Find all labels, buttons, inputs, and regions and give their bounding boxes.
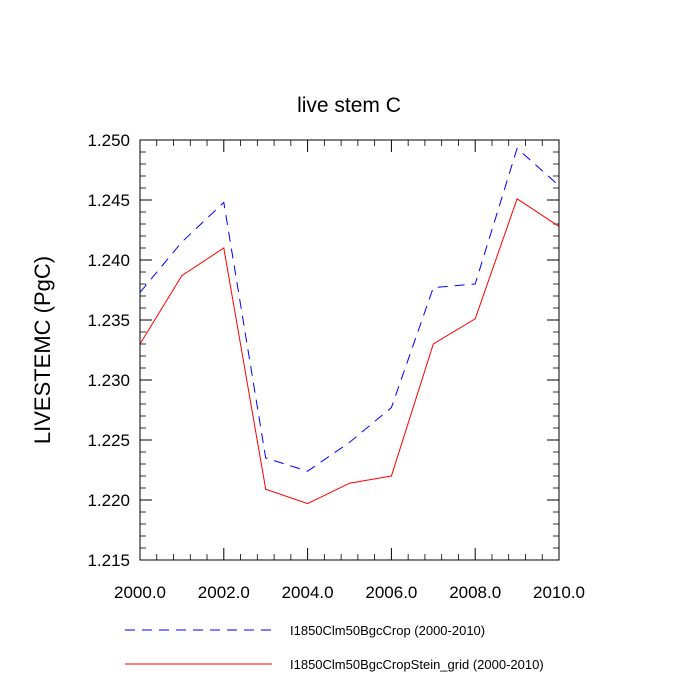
y-tick-label: 1.235 [87, 311, 130, 330]
y-tick-label: 1.230 [87, 371, 130, 390]
x-tick-label: 2004.0 [282, 583, 334, 602]
legend-label-2: I1850Clm50BgcCropStein_grid (2000-2010) [290, 657, 544, 672]
x-tick-label: 2000.0 [114, 583, 166, 602]
y-tick-labels: 1.215 1.220 1.225 1.230 1.235 1.240 1.245 1.250 [87, 131, 130, 570]
y-axis-label: LIVESTEMC (PgC) [30, 256, 55, 444]
y-tick-label: 1.220 [87, 491, 130, 510]
series-line-2 [139, 198, 560, 505]
y-tick-label: 1.245 [87, 191, 130, 210]
legend-label-1: I1850Clm50BgcCrop (2000-2010) [290, 623, 485, 638]
plot-frame [139, 139, 560, 561]
x-tick-labels: 2000.0 2002.0 2004.0 2006.0 2008.0 2010.0 [114, 583, 585, 602]
major-ticks [139, 139, 560, 561]
y-tick-label: 1.225 [87, 431, 130, 450]
series-line-1 [139, 147, 560, 472]
x-tick-label: 2002.0 [198, 583, 250, 602]
minor-ticks [140, 140, 559, 560]
x-tick-label: 2008.0 [449, 583, 501, 602]
y-tick-label: 1.215 [87, 551, 130, 570]
legend: I1850Clm50BgcCrop (2000-2010) I1850Clm50B… [125, 623, 544, 672]
chart-title: live stem C [297, 94, 401, 117]
x-tick-label: 2006.0 [365, 583, 417, 602]
x-tick-label: 2010.0 [533, 583, 585, 602]
y-tick-label: 1.240 [87, 251, 130, 270]
y-tick-label: 1.250 [87, 131, 130, 150]
series-lines [139, 147, 560, 505]
